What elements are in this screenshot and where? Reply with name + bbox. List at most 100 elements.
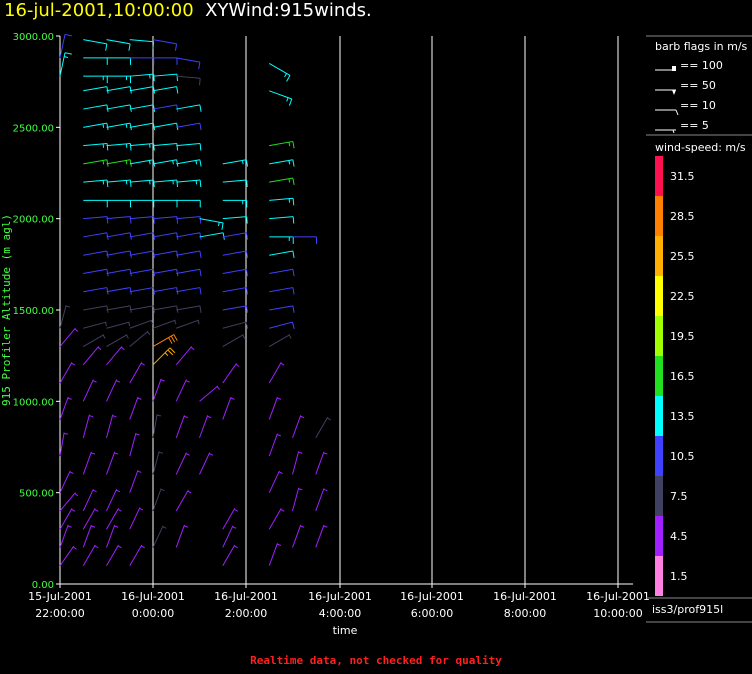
wind-barb bbox=[129, 122, 156, 131]
wind-barb bbox=[176, 319, 200, 329]
wind-barb bbox=[83, 179, 109, 188]
wind-barb bbox=[199, 218, 224, 230]
wind-barb bbox=[152, 232, 179, 240]
speed-color-label: 4.5 bbox=[670, 530, 688, 543]
wind-barb bbox=[199, 232, 225, 240]
wind-barb bbox=[176, 268, 202, 277]
speed-color-swatch bbox=[655, 356, 663, 396]
wind-barb bbox=[82, 414, 94, 438]
wind-barb bbox=[315, 416, 331, 439]
speed-color-label: 31.5 bbox=[670, 170, 695, 183]
barb-legend-label: == 50 bbox=[680, 79, 716, 92]
wind-barb bbox=[129, 396, 142, 420]
speed-color-swatch bbox=[655, 316, 663, 356]
wind-barb bbox=[176, 122, 202, 131]
x-tick-date: 16-Jul-2001 bbox=[214, 590, 278, 603]
speed-color-swatch bbox=[655, 556, 663, 596]
wind-barb bbox=[129, 159, 156, 167]
wind-barb bbox=[176, 216, 202, 224]
wind-barb bbox=[129, 362, 145, 384]
wind-barb bbox=[129, 330, 151, 347]
quality-warning: Realtime data, not checked for quality bbox=[250, 654, 502, 667]
wind-barb bbox=[59, 432, 69, 457]
title-product: XYWind:915winds. bbox=[205, 0, 372, 21]
wind-barb bbox=[152, 378, 165, 402]
wind-barb bbox=[129, 544, 145, 566]
wind-barb bbox=[106, 488, 121, 512]
chart-title: 16-jul-2001,10:00:00 XYWind:915winds. bbox=[4, 0, 372, 21]
wind-barb bbox=[59, 362, 76, 384]
wind-barb bbox=[152, 305, 179, 313]
wind-barb bbox=[152, 250, 179, 259]
wind-barb bbox=[176, 179, 202, 188]
speed-color-swatch bbox=[655, 516, 663, 556]
wind-barb bbox=[83, 232, 109, 240]
wind-barb bbox=[106, 544, 122, 566]
wind-barb bbox=[83, 199, 108, 208]
wind-barb bbox=[152, 143, 179, 151]
wind-barb bbox=[152, 287, 179, 295]
wind-barb bbox=[222, 396, 235, 420]
speed-color-label: 7.5 bbox=[670, 490, 688, 503]
wind-barb bbox=[176, 143, 202, 151]
wind-barb bbox=[82, 488, 97, 512]
wind-barb bbox=[175, 489, 192, 512]
wind-barb bbox=[269, 305, 295, 313]
wind-barb bbox=[199, 385, 221, 402]
x-tick-date: 16-Jul-2001 bbox=[400, 590, 464, 603]
wind-barb bbox=[152, 39, 178, 51]
wind-barb bbox=[152, 414, 162, 438]
wind-barb bbox=[175, 452, 190, 475]
wind-barb bbox=[59, 327, 79, 347]
y-tick-label: 1000.00 bbox=[13, 397, 54, 408]
barb-legend-label: == 5 bbox=[680, 119, 709, 132]
wind-barb bbox=[106, 250, 132, 259]
wind-barb bbox=[153, 199, 178, 208]
axes: 0.00 500.00 1000.00 1500.00 2000.00 2500.00 30… bbox=[0, 32, 650, 637]
wind-barb bbox=[59, 52, 72, 77]
wind-barb bbox=[106, 57, 131, 65]
barb-legend-label: == 10 bbox=[680, 99, 716, 112]
wind-barb bbox=[153, 57, 178, 65]
wind-barb bbox=[106, 379, 121, 402]
wind-barb bbox=[129, 287, 156, 295]
wind-barb bbox=[268, 508, 285, 530]
wind-barb bbox=[83, 86, 109, 94]
wind-barb bbox=[106, 287, 132, 295]
y-axis-label: 915 Profiler Altitude (m agl) bbox=[0, 214, 13, 406]
wind-barb bbox=[129, 232, 156, 240]
wind-barb bbox=[83, 250, 109, 259]
x-tick-time: 2:00:00 bbox=[225, 607, 267, 620]
wind-barb bbox=[176, 159, 202, 167]
wind-barb bbox=[129, 507, 144, 530]
speed-color-swatch bbox=[655, 276, 663, 316]
y-tick-label: 2500.00 bbox=[13, 123, 54, 134]
speed-color-swatch bbox=[655, 436, 663, 476]
legend: barb flags in m/s == 100 == 50 == 10 == 5 win… bbox=[646, 35, 752, 623]
wind-barb bbox=[82, 524, 96, 548]
wind-barb bbox=[152, 347, 176, 366]
barb-flag-icon bbox=[672, 66, 676, 71]
speed-color-swatch bbox=[655, 396, 663, 436]
wind-barb bbox=[269, 287, 295, 295]
wind-barb bbox=[106, 508, 122, 530]
wind-barb bbox=[129, 319, 154, 329]
title-datetime: 16-jul-2001,10:00:00 bbox=[4, 0, 194, 21]
wind-barb bbox=[176, 75, 201, 86]
wind-barb bbox=[222, 363, 240, 384]
x-tick-time: 10:00:00 bbox=[593, 607, 642, 620]
wind-barb bbox=[268, 470, 283, 493]
wind-barb bbox=[59, 508, 76, 530]
wind-barb bbox=[82, 451, 96, 475]
wind-barb bbox=[269, 90, 293, 106]
wind-barb bbox=[269, 321, 295, 329]
wind-barb bbox=[292, 236, 317, 244]
wind-barb bbox=[222, 179, 248, 188]
wind-barb bbox=[83, 57, 108, 65]
speed-color-label: 1.5 bbox=[670, 570, 688, 583]
wind-barb bbox=[269, 216, 295, 224]
wind-barb bbox=[199, 452, 214, 475]
wind-barb bbox=[59, 304, 70, 329]
wind-barb bbox=[59, 492, 79, 512]
wind-barb bbox=[59, 545, 77, 567]
